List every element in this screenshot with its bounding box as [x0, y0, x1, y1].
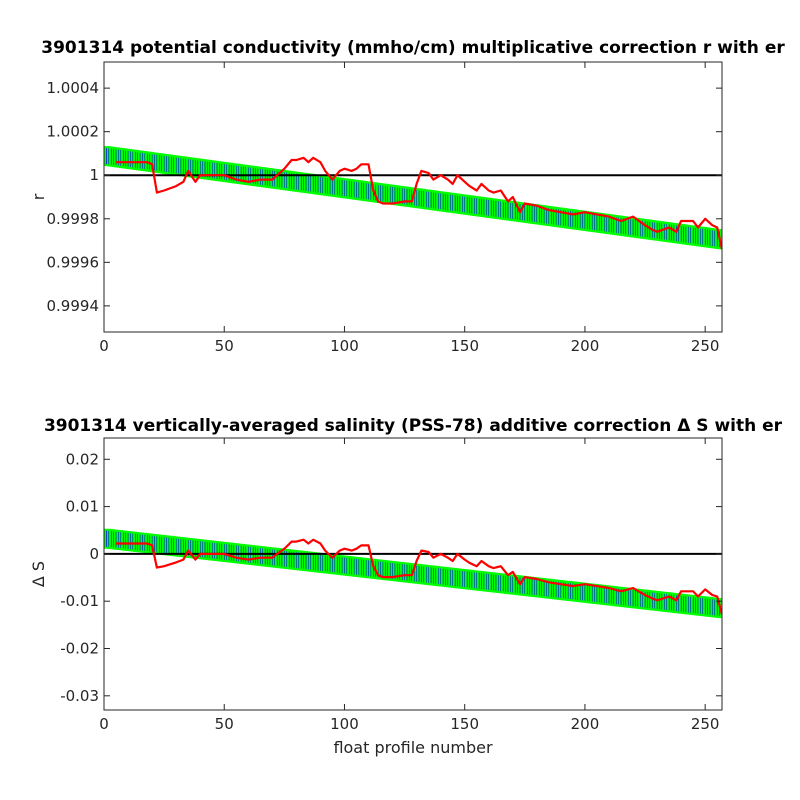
x-tick-label: 50	[215, 715, 234, 733]
plot-area	[104, 146, 722, 250]
axes-box	[103, 61, 723, 333]
x-tick-label: 0	[99, 715, 109, 733]
y-axis-label: r	[29, 193, 48, 200]
y-axis-label: Δ S	[29, 561, 48, 587]
chart-panel-2: 0 50 100 150 200 250 -0.03 -0.02 -0.01 0 0.01 0.02 3…	[29, 416, 783, 757]
axes-box	[103, 437, 723, 711]
x-tick-label: 150	[450, 715, 479, 733]
y-tick-label: -0.02	[60, 640, 99, 658]
y-tick-label: 1.0004	[47, 79, 100, 97]
fit-series	[104, 146, 722, 250]
x-tick-label: 150	[450, 337, 479, 355]
fit-point	[717, 598, 722, 619]
plot-area	[104, 528, 722, 619]
x-tick-label: 0	[99, 337, 109, 355]
y-tick-label: 1	[89, 166, 99, 184]
y-tick-label: 0	[89, 545, 99, 563]
y-tick-label: -0.01	[60, 592, 99, 610]
raw-series-line	[116, 156, 722, 250]
x-tick-label: 100	[330, 337, 359, 355]
y-tick-label: 0.9998	[47, 210, 100, 228]
fit-point	[717, 229, 722, 250]
y-tick-label: 0.02	[66, 450, 99, 468]
raw-series-line	[116, 538, 722, 615]
y-tick-label: -0.03	[60, 687, 99, 705]
y-tick-label: 0.9994	[47, 297, 100, 315]
x-tick-label: 200	[571, 715, 600, 733]
chart-title: 3901314 potential conductivity (mmho/cm)…	[41, 38, 785, 58]
y-tick-label: 0.9996	[47, 253, 100, 271]
x-tick-label: 50	[215, 337, 234, 355]
y-tick-label: 1.0002	[47, 123, 100, 141]
x-tick-label: 100	[330, 715, 359, 733]
chart-title: 3901314 vertically-averaged salinity (PS…	[44, 416, 783, 436]
chart-panel-1: 0 50 100 150 200 250 0.9994 0.9996 0.9998 1 1.0002…	[29, 38, 785, 355]
y-tick-label: 0.01	[66, 498, 99, 516]
x-tick-label: 250	[691, 337, 720, 355]
x-axis-label: float profile number	[333, 738, 493, 757]
x-tick-label: 250	[691, 715, 720, 733]
x-tick-label: 200	[571, 337, 600, 355]
